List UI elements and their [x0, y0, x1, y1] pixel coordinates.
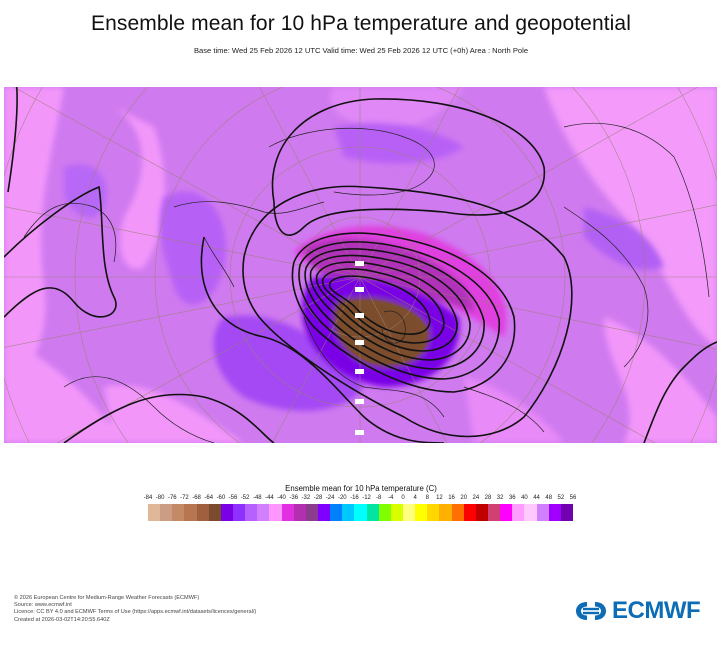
colorbar-tick-label: 20 [460, 495, 468, 501]
source-text: Source: www.ecmwf.int [14, 602, 72, 609]
colorbar-tick-label: -72 [180, 495, 189, 501]
colorbar-tick-label: -4 [388, 495, 394, 501]
colorbar-segment [378, 504, 391, 521]
colorbar-segment [160, 504, 173, 521]
colorbar-tick-label: -32 [301, 495, 311, 501]
colorbar-tick-label: 0 [401, 495, 405, 501]
colorbar-tick-label: 44 [533, 495, 540, 501]
colorbar-segment [500, 504, 513, 521]
colorbar-segment [463, 504, 476, 521]
colorbar-tick-label: -56 [228, 495, 238, 501]
colorbar-segment [196, 504, 209, 521]
colorbar-segment [330, 504, 343, 521]
warm-regions [4, 87, 717, 443]
colorbar-segment [439, 504, 452, 521]
colorbar-tick-label: -24 [325, 495, 335, 501]
colorbar-segment [342, 504, 355, 521]
colorbar-tick-label: -76 [167, 495, 177, 501]
colorbar-tick-label: -48 [252, 495, 262, 501]
colorbar-tick-label: 56 [569, 495, 577, 501]
colorbar-segment [148, 504, 161, 521]
colorbar-tick-label: -12 [362, 495, 371, 501]
colorbar-tick-label: -84 [143, 495, 153, 501]
colorbar-segment [560, 504, 573, 521]
colorbar-tick-label: 36 [508, 495, 516, 501]
colorbar-tick-label: -36 [289, 495, 299, 501]
colorbar-segment [305, 504, 318, 521]
colorbar-segment [548, 504, 561, 521]
colorbar-tick-label: 32 [496, 495, 504, 501]
footer: © 2026 European Centre for Medium-Range … [14, 595, 256, 624]
colorbar-tick-label: -64 [204, 495, 214, 501]
colorbar-segment [390, 504, 403, 521]
colorbar-tick-label: -28 [313, 495, 323, 501]
colorbar-tick-label: -60 [216, 495, 226, 501]
ecmwf-logo-text: ECMWF [612, 597, 701, 624]
colorbar-tick-label: 28 [484, 495, 492, 501]
colorbar-ticks: -84 -80 -76 -72 -68 -64 -60 -56 -52 -48 -44 -40 -36-… [144, 495, 577, 504]
colorbar-tick-label: 24 [472, 495, 480, 501]
colorbar-segment [354, 504, 367, 521]
cool-regions [64, 123, 664, 411]
colorbar-tick-label: 16 [448, 495, 455, 501]
colorbar-segment [366, 504, 379, 521]
colorbar-segment [293, 504, 306, 521]
colorbar-tick-label: -44 [265, 495, 274, 501]
colorbar-tick-label: 48 [545, 495, 553, 501]
licence-text: Licence: CC BY 4.0 and ECMWF Terms of Us… [14, 609, 257, 616]
chart-subtitle: Base time: Wed 25 Feb 2026 12 UTC Valid … [193, 46, 529, 55]
colorbar-segment [402, 504, 416, 521]
colorbar-segment [451, 504, 464, 521]
colorbar-tick-label: -16 [350, 495, 359, 501]
colorbar-tick-label: 8 [425, 495, 429, 501]
contour-labels [355, 261, 364, 435]
ecmwf-logo: ECMWF [575, 597, 710, 624]
colorbar-tick-label: 40 [521, 495, 528, 501]
chart-title: Ensemble mean for 10 hPa temperature and… [91, 12, 631, 35]
colorbar-segment [257, 504, 270, 521]
colorbar-segment [475, 504, 488, 521]
polar-map[interactable] [4, 87, 717, 443]
colorbar-segment [220, 504, 233, 521]
map-canvas [4, 87, 717, 443]
ecmwf-logo-icon [576, 602, 606, 620]
colorbar-segment [427, 504, 440, 521]
colorbar-segment [512, 504, 525, 521]
colorbar-segment [232, 504, 246, 521]
colorbar [148, 504, 573, 521]
colorbar-segment [269, 504, 282, 521]
lat-lon-grid [4, 87, 717, 443]
colorbar-segment [208, 504, 221, 521]
colorbar-segment [281, 504, 294, 521]
colorbar-tick-label: 4 [413, 495, 417, 501]
colorbar-tick-label: -20 [337, 495, 347, 501]
geopotential-contours [4, 87, 717, 443]
colorbar-segment [487, 504, 501, 521]
colorbar-tick-label: -8 [376, 495, 382, 501]
copyright-text: © 2026 European Centre for Medium-Range … [14, 595, 200, 601]
colorbar-tick-label: 52 [557, 495, 565, 501]
colorbar-segment [536, 504, 549, 521]
colorbar-segment [317, 504, 331, 521]
coastlines [23, 122, 710, 443]
colorbar-segment [524, 504, 537, 521]
colorbar-segment [415, 504, 428, 521]
colorbar-tick-label: 12 [436, 495, 443, 501]
colorbar-tick-label: -52 [240, 495, 250, 501]
colorbar-tick-label: -68 [192, 495, 201, 501]
created-text: Created at 2026-03-02T14:20:55.640Z [14, 616, 110, 623]
colorbar-segment [184, 504, 197, 521]
colorbar-segment [245, 504, 258, 521]
colorbar-tick-label: -80 [155, 495, 165, 501]
colorbar-segment [172, 504, 185, 521]
colorbar-title: Ensemble mean for 10 hPa temperature (C) [285, 484, 437, 493]
colorbar-tick-label: -40 [277, 495, 286, 501]
